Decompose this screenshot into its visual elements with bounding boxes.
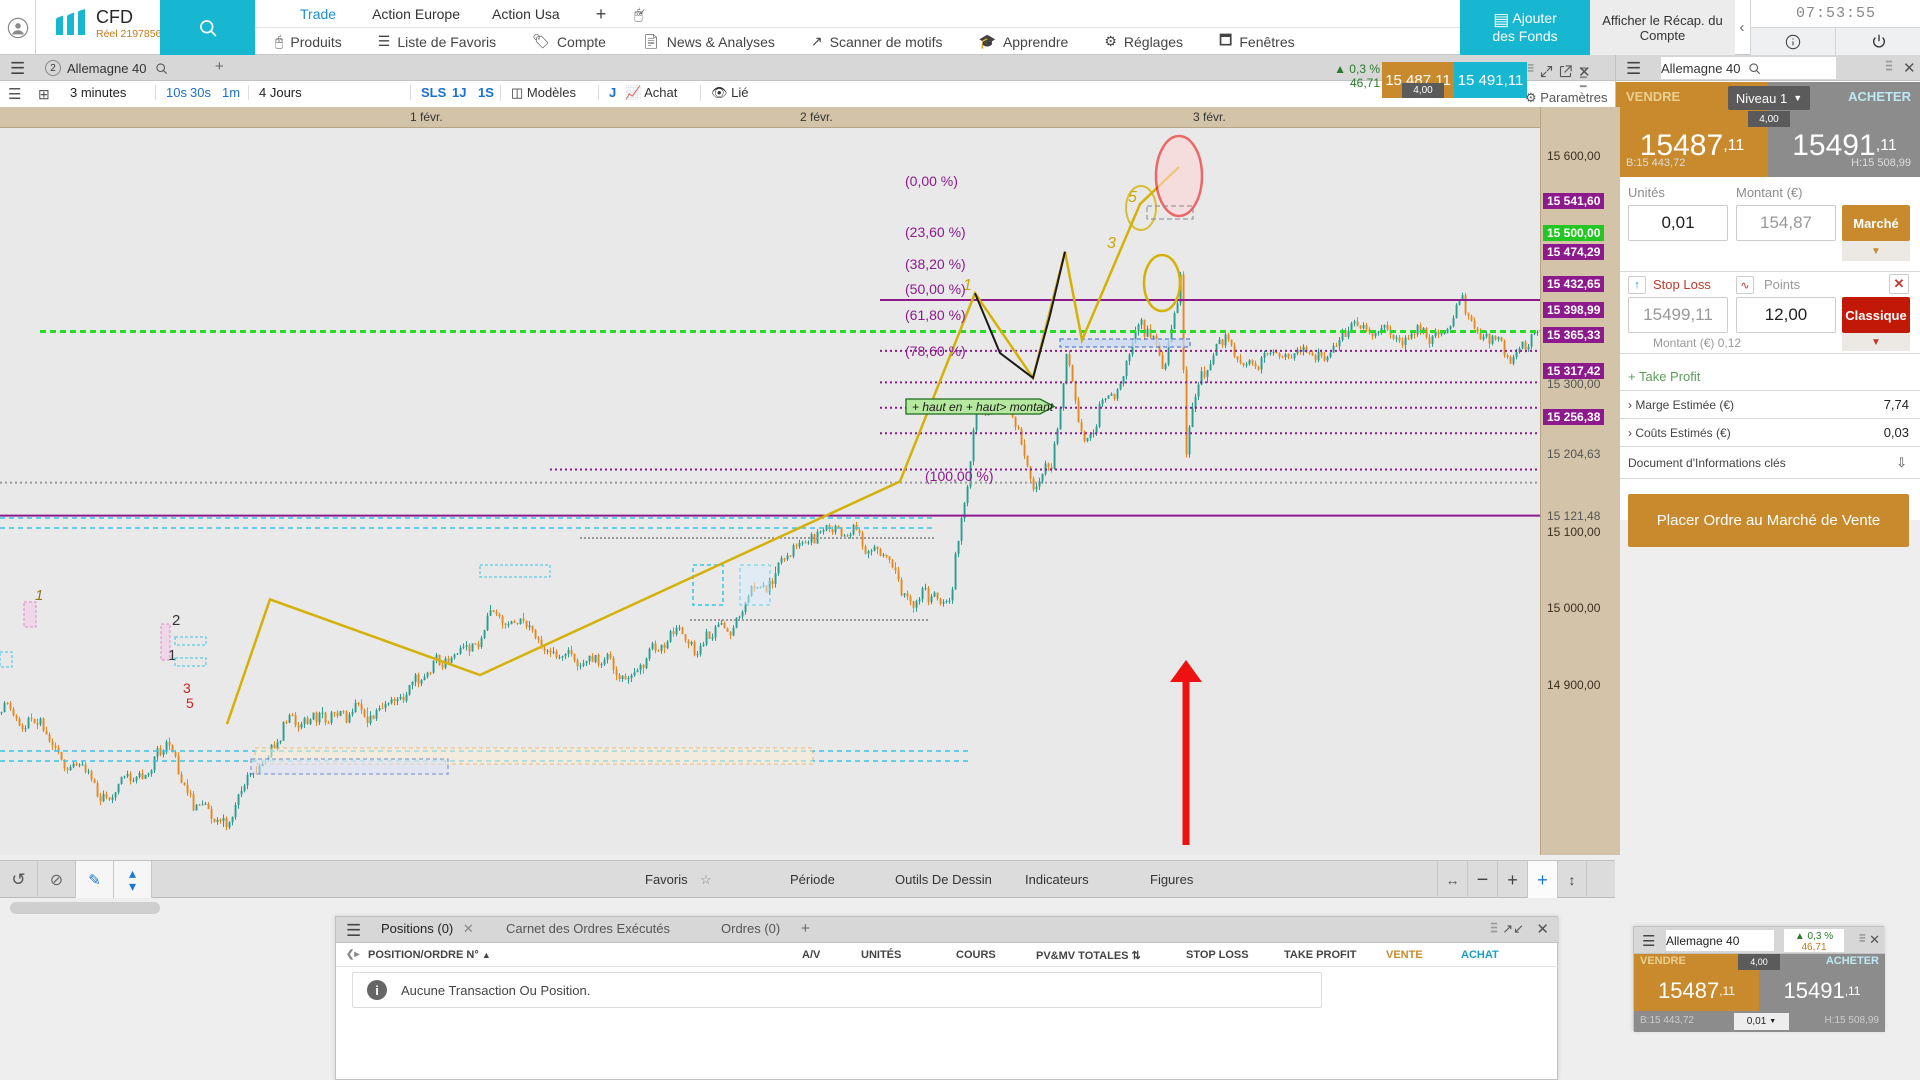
svg-text:3: 3 <box>183 680 191 696</box>
svg-text:3: 3 <box>1107 235 1116 252</box>
svg-text:(100,00 %): (100,00 %) <box>925 468 993 484</box>
svg-text:(50,00 %): (50,00 %) <box>905 281 966 297</box>
svg-text:+ haut en + haut> montant: + haut en + haut> montant <box>912 400 1054 414</box>
svg-text:1: 1 <box>35 587 43 604</box>
svg-text:5: 5 <box>1128 189 1137 206</box>
svg-text:2: 2 <box>172 612 180 629</box>
svg-text:(61,80 %): (61,80 %) <box>905 307 966 323</box>
svg-text:(78,60 %): (78,60 %) <box>905 343 966 359</box>
svg-text:(0,00 %): (0,00 %) <box>905 173 958 189</box>
svg-text:(38,20 %): (38,20 %) <box>905 256 966 272</box>
svg-text:(23,60 %): (23,60 %) <box>905 224 966 240</box>
svg-text:5: 5 <box>186 695 194 711</box>
